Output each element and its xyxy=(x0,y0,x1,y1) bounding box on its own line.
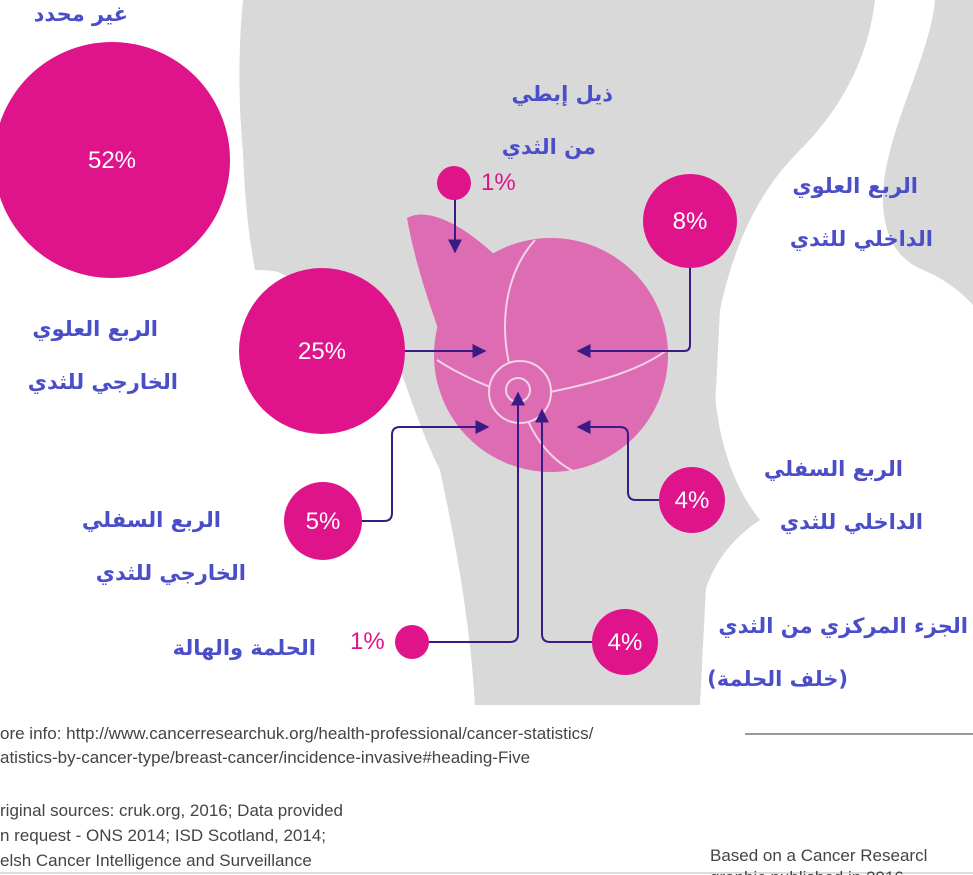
breast-circle xyxy=(434,238,668,472)
label-nipple-value: 1% xyxy=(350,628,385,655)
label-upper-inner-line2: الداخلي للثدي xyxy=(789,227,933,251)
footer-more-info-line2: atistics-by-cancer-type/breast-cancer/in… xyxy=(0,748,531,767)
bubble-central xyxy=(592,609,658,675)
label-axillary-value: 1% xyxy=(481,169,516,196)
right-nipple xyxy=(869,374,897,402)
bubble-lower-inner xyxy=(659,467,725,533)
label-central-line2: (خلف الحلمة) xyxy=(707,667,848,691)
bubble-unspecified-value: 52% xyxy=(88,147,136,174)
bubble-nipple xyxy=(395,625,429,659)
label-nipple: الحلمة والهالة xyxy=(172,636,316,660)
label-upper-inner-line1: الربع العلوي xyxy=(792,174,918,198)
label-lower-outer-line1: الربع السفلي xyxy=(81,508,221,532)
bubble-lower-outer xyxy=(284,482,362,560)
bubble-upper-inner-value: 8% xyxy=(673,208,708,235)
arrow-nipple xyxy=(429,391,525,643)
label-unspecified: غير محدد xyxy=(33,2,128,26)
footer-more-info-line1: ore info: http://www.cancerresearchuk.or… xyxy=(0,724,594,743)
arrow-upper-inner xyxy=(576,268,691,358)
arrow-lower-inner xyxy=(576,420,659,501)
bubble-unspecified xyxy=(0,42,230,278)
label-central-line1: الجزء المركزي من الثدي xyxy=(718,614,968,638)
footer-based-on-line1: Based on a Cancer Researcl xyxy=(710,846,928,865)
bubble-upper-inner xyxy=(643,174,737,268)
arrow-central xyxy=(535,408,592,643)
footer-sources-line1: riginal sources: cruk.org, 2016; Data pr… xyxy=(0,801,344,820)
label-axillary-line1: ذيل إبطي xyxy=(511,82,613,106)
footer-based-on-line2: graphic published in 2016 xyxy=(710,869,904,875)
label-axillary-line2: من الثدي xyxy=(501,135,596,159)
bubble-central-value: 4% xyxy=(608,629,643,656)
right-areola xyxy=(851,356,915,420)
bubble-upper-outer xyxy=(239,268,405,434)
footer-sources-line2: n request - ONS 2014; ISD Scotland, 2014… xyxy=(0,826,327,845)
bubble-lower-inner-value: 4% xyxy=(675,487,710,514)
label-lower-inner-line1: الربع السفلي xyxy=(763,457,903,481)
right-breast-outline xyxy=(724,344,969,470)
arrow-lower-outer xyxy=(362,420,490,522)
label-upper-outer-line2: الخارجي للثدي xyxy=(27,370,178,394)
bubble-lower-outer-value: 5% xyxy=(306,508,341,535)
footer-sources-line3: elsh Cancer Intelligence and Surveillanc… xyxy=(0,851,312,870)
bubble-axillary xyxy=(437,166,471,200)
bubble-upper-outer-value: 25% xyxy=(298,338,346,365)
label-lower-outer-line2: الخارجي للثدي xyxy=(95,561,246,585)
label-lower-inner-line2: الداخلي للثدي xyxy=(779,510,923,534)
label-upper-outer-line1: الربع العلوي xyxy=(32,317,158,341)
